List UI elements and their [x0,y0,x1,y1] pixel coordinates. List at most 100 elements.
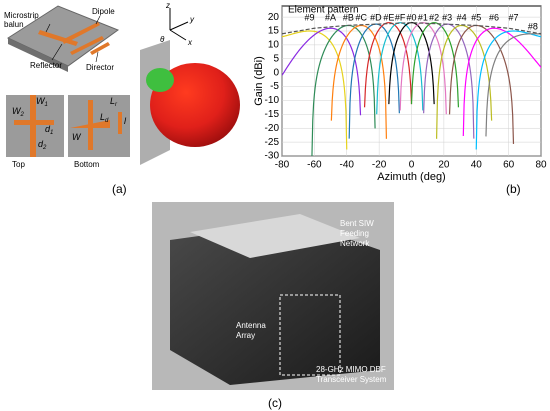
beam-label: #C [356,12,368,22]
beam-lobe [363,22,413,108]
beam-label: #0 [406,12,416,22]
dimension-base: d [38,139,44,149]
beam-label: #8 [528,21,538,31]
callout: balun [4,20,24,29]
photo-label: Antenna [236,321,266,330]
x-tick-label: -20 [372,160,387,171]
panel-label: (a) [112,182,127,196]
dimension-label: W1 [36,96,48,107]
callout: Microstrip [4,11,39,20]
y-tick-label: 5 [273,53,279,64]
top-dipole [14,120,54,125]
axis-label: y [189,15,195,24]
beam-lobe [388,22,435,105]
callout-line [51,43,63,61]
element-pattern [281,22,542,35]
dimension-label: W2 [12,106,25,117]
photo-label: Bent SIW [340,219,374,228]
pattern-ball-green [146,68,174,92]
beam-lobe [462,27,541,136]
bottom-director [118,112,122,134]
y-axis-label: Gain (dBi) [253,56,265,106]
beam-lobe [311,24,376,156]
photo-label: Feeding [340,229,369,238]
dimension-base: d [45,124,51,134]
beam-lobe [282,30,348,150]
photo-label: Array [236,331,255,340]
x-axis-label: Azimuth (deg) [377,171,445,183]
beam-label: #1 [418,12,428,22]
axis-label: θ [160,35,165,44]
dimension-base: l [124,116,127,126]
y-tick-label: -20 [265,123,280,134]
dimension-sub: 1 [45,102,48,108]
dimension-sub: r [115,102,118,108]
array-outline [279,294,341,376]
dimension-base: W [36,96,46,106]
beam-label: #9 [305,12,315,22]
beam-label: #2 [429,12,439,22]
photo-label: Transceiver System [316,375,387,384]
dimension-label: d1 [45,124,53,135]
beam-lobe [330,24,388,139]
board-edge [8,38,68,72]
panel-a [6,5,240,165]
y-tick-label: 10 [268,40,280,51]
dimension-sub: 2 [20,112,25,118]
view-label: Top [12,160,25,169]
bottom-taper [70,120,110,128]
panel-c [152,202,394,390]
beam-label: #4 [457,12,467,22]
dimension-base: W [12,106,22,116]
callout-line [45,23,51,33]
dipole-shape [62,22,100,44]
dimension-label: W [72,132,82,142]
dimension-base: L [110,96,115,106]
top-strip [30,95,36,157]
axis-y [169,21,189,31]
y-tick-label: -30 [265,151,280,162]
x-tick-label: 20 [438,160,450,171]
beam-label: #3 [442,12,452,22]
beam-lobe [485,33,541,137]
x-tick-label: -40 [340,160,355,171]
x-tick-label: 0 [409,160,415,171]
beam-lobe [435,24,493,139]
y-tick-label: -5 [270,81,279,92]
x-tick-label: -80 [275,160,290,171]
panel-label: (c) [268,396,282,410]
dimension-base: W [72,132,82,142]
callout: Director [86,63,114,72]
axis-label: x [187,38,193,47]
reflector-shape [70,36,104,55]
beam-lobe [423,23,475,139]
callout: Reflector [30,61,62,70]
callout: Dipole [92,7,115,16]
beam-label: #F [395,12,406,22]
x-tick-label: 80 [535,160,547,171]
panel-label: (b) [506,182,521,196]
y-tick-label: -25 [265,137,280,148]
beam-lobe [376,22,424,115]
y-tick-label: 15 [268,26,280,37]
transceiver-box [170,222,380,385]
dimension-label: l [124,116,127,126]
box-top [190,214,360,258]
y-tick-label: -15 [265,109,280,120]
legend-label: Element pattern [288,5,359,16]
y-tick-label: 20 [268,12,280,23]
photo-label: Network [340,239,370,248]
x-tick-label: 60 [503,160,515,171]
beam-label: #D [370,12,382,22]
beam-label: #E [383,12,394,22]
dimension-label: Ld [100,112,109,123]
y-tick-label: 0 [273,67,279,78]
dimension-base: L [100,112,105,122]
photo-label: 28-GHz MIMO DBF [316,365,386,374]
balun-shape [38,30,78,46]
beam-lobe [448,24,515,144]
axis-x [169,29,187,41]
dimension-sub: 1 [50,130,53,136]
beam-label: #5 [471,12,481,22]
